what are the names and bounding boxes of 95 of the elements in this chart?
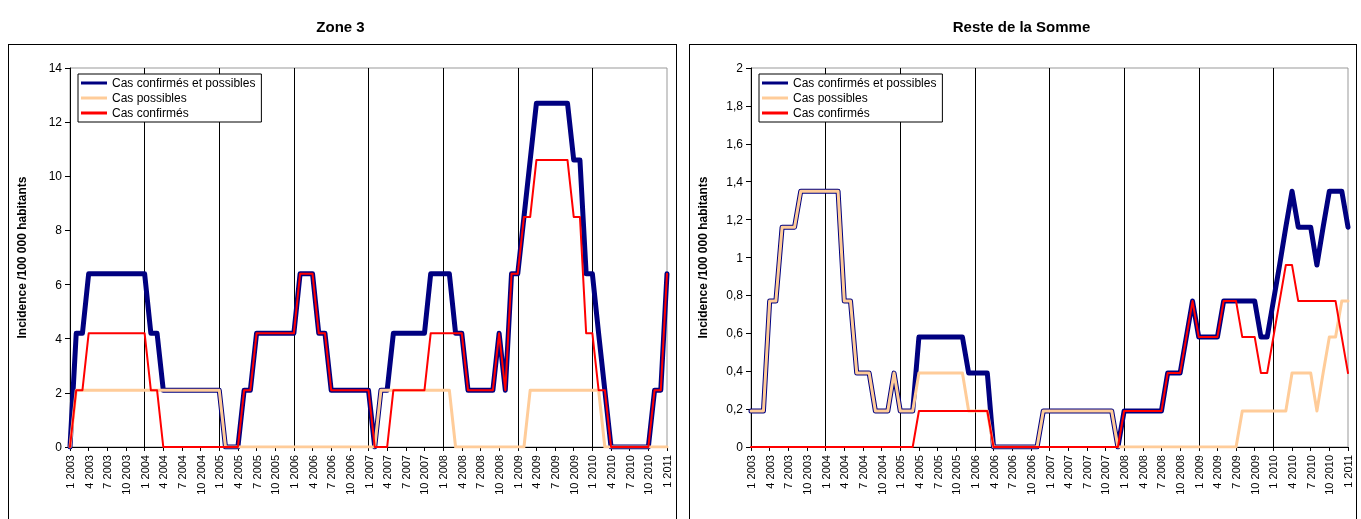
x-tick-label: 7 2004 <box>175 455 188 489</box>
x-tick-label: 4 2004 <box>837 455 850 489</box>
x-tick-label: 7 2005 <box>931 455 944 489</box>
y-tick-label: 2 <box>735 61 743 75</box>
x-tick-label: 10 2010 <box>642 455 655 495</box>
x-tick-label: 1 2007 <box>362 455 375 489</box>
x-tick-label: 1 2008 <box>437 455 450 489</box>
y-tick-label: 0 <box>735 440 743 454</box>
x-tick-label: 1 2011 <box>1341 455 1354 488</box>
x-tick-label: 10 2003 <box>800 455 813 495</box>
legend-label: Cas possibles <box>792 91 868 105</box>
x-tick-label: 4 2009 <box>530 455 543 489</box>
legend-label: Cas possibles <box>112 91 187 105</box>
x-tick-label: 4 2009 <box>1210 455 1223 489</box>
x-tick-label: 10 2008 <box>1173 455 1186 495</box>
y-tick-label: 8 <box>55 223 63 238</box>
x-tick-label: 7 2003 <box>101 455 114 489</box>
x-tick-label: 1 2007 <box>1043 455 1055 489</box>
x-tick-label: 10 2003 <box>119 455 132 495</box>
legend-label: Cas confirmés <box>112 106 189 120</box>
x-tick-label: 7 2009 <box>549 455 562 489</box>
x-tick-label: 7 2006 <box>325 455 338 489</box>
x-tick-label: 1 2010 <box>1266 455 1279 489</box>
x-tick-label: 10 2006 <box>343 455 356 495</box>
y-tick-label: 1,4 <box>725 174 743 189</box>
x-tick-label: 1 2010 <box>586 455 599 489</box>
x-tick-label: 4 2005 <box>231 455 244 489</box>
y-tick-label: 0,4 <box>725 364 743 379</box>
x-tick-label: 7 2008 <box>1154 455 1167 489</box>
x-tick-label: 7 2005 <box>250 455 263 489</box>
x-tick-label: 7 2010 <box>1304 455 1317 489</box>
x-tick-label: 1 2004 <box>138 455 151 489</box>
x-tick-label: 4 2003 <box>82 455 95 489</box>
x-tick-label: 10 2006 <box>1024 455 1037 495</box>
x-tick-label: 1 2003 <box>64 455 76 489</box>
x-tick-label: 1 2011 <box>661 455 673 488</box>
x-tick-label: 1 2003 <box>744 455 757 489</box>
x-tick-label: 10 2007 <box>1098 455 1111 495</box>
y-tick-label: 4 <box>55 331 63 346</box>
x-tick-label: 7 2009 <box>1229 455 1242 489</box>
y-tick-label: 1,2 <box>725 212 743 227</box>
y-tick-label: 2 <box>55 385 63 400</box>
y-tick-label: 1 <box>735 250 743 265</box>
x-tick-label: 7 2006 <box>1005 455 1018 489</box>
x-tick-label: 1 2005 <box>213 455 226 489</box>
x-tick-label: 4 2006 <box>987 455 1000 489</box>
x-tick-label: 1 2006 <box>968 455 981 489</box>
x-tick-label: 4 2005 <box>912 455 925 489</box>
x-tick-label: 4 2008 <box>455 455 468 489</box>
x-tick-label: 1 2006 <box>287 455 300 489</box>
legend-label: Cas confirmés <box>792 106 870 120</box>
x-tick-label: 10 2008 <box>493 455 506 495</box>
y-axis-title: Incidence /100 000 habitants <box>15 176 29 339</box>
x-tick-label: 10 2010 <box>1322 455 1335 495</box>
x-tick-label: 10 2009 <box>1248 455 1261 495</box>
x-tick-label: 10 2004 <box>194 455 207 495</box>
x-tick-label: 1 2009 <box>1192 455 1205 489</box>
y-tick-label: 1,8 <box>725 98 743 113</box>
x-tick-label: 1 2005 <box>893 455 906 489</box>
x-tick-label: 7 2010 <box>623 455 636 489</box>
x-tick-label: 1 2004 <box>819 455 832 489</box>
x-tick-label: 4 2010 <box>1285 455 1298 489</box>
y-tick-label: 12 <box>48 115 63 130</box>
x-tick-label: 7 2003 <box>781 455 794 489</box>
y-tick-label: 0,6 <box>725 326 743 341</box>
y-tick-label: 0,8 <box>725 288 743 303</box>
y-tick-label: 14 <box>48 61 63 75</box>
x-tick-label: 10 2007 <box>418 455 431 495</box>
x-tick-label: 10 2005 <box>949 455 962 495</box>
x-tick-label: 4 2007 <box>1061 455 1074 489</box>
y-tick-label: 10 <box>48 169 63 184</box>
y-tick-label: 6 <box>55 277 63 292</box>
x-tick-label: 1 2009 <box>511 455 524 489</box>
x-tick-label: 4 2004 <box>157 455 170 489</box>
x-tick-label: 7 2007 <box>399 455 412 489</box>
y-axis-title: Incidence /100 000 habitants <box>695 176 710 339</box>
x-tick-label: 4 2007 <box>381 455 394 489</box>
chart-title: Zone 3 <box>316 18 365 35</box>
y-tick-label: 1,6 <box>725 136 743 151</box>
x-tick-label: 4 2010 <box>605 455 618 489</box>
x-tick-label: 7 2007 <box>1080 455 1093 489</box>
x-tick-label: 10 2005 <box>269 455 282 495</box>
x-tick-label: 10 2004 <box>875 455 888 495</box>
x-tick-label: 4 2003 <box>763 455 776 489</box>
x-tick-label: 1 2008 <box>1117 455 1130 489</box>
legend-label: Cas confirmés et possibles <box>792 76 936 90</box>
x-tick-label: 4 2006 <box>306 455 319 489</box>
x-tick-label: 7 2004 <box>856 455 869 489</box>
legend-label: Cas confirmés et possibles <box>112 76 256 90</box>
x-tick-label: 10 2009 <box>567 455 580 495</box>
x-tick-label: 7 2008 <box>474 455 487 489</box>
y-tick-label: 0,2 <box>725 402 743 417</box>
y-tick-label: 0 <box>55 440 63 454</box>
x-tick-label: 4 2008 <box>1136 455 1149 489</box>
chart-title: Reste de la Somme <box>952 18 1090 35</box>
